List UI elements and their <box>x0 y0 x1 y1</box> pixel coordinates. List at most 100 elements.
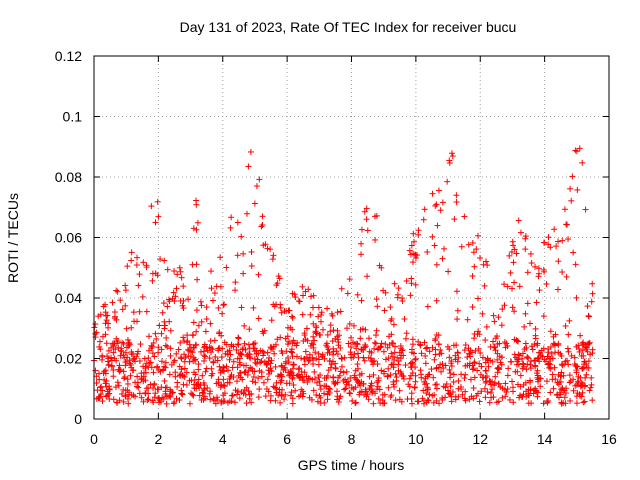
data-point <box>516 352 523 359</box>
data-point <box>281 396 288 403</box>
data-point <box>509 285 516 292</box>
data-point <box>176 396 183 403</box>
data-point <box>390 340 397 347</box>
data-point <box>547 328 554 335</box>
data-point <box>454 316 461 323</box>
data-point <box>265 388 272 395</box>
data-point <box>482 394 489 401</box>
data-point <box>482 337 489 344</box>
data-point <box>405 381 412 388</box>
data-point <box>586 339 593 346</box>
data-point <box>278 309 285 316</box>
data-point <box>207 396 214 403</box>
data-point <box>501 339 508 346</box>
data-point <box>552 331 559 338</box>
data-point <box>235 335 242 342</box>
data-point <box>314 398 321 405</box>
data-point <box>522 246 529 253</box>
data-point <box>388 350 395 357</box>
data-point <box>273 282 280 289</box>
data-point <box>220 364 227 371</box>
data-point <box>499 306 506 313</box>
data-point <box>194 219 201 226</box>
data-point <box>402 335 409 342</box>
data-point <box>559 385 566 392</box>
data-point <box>223 363 230 370</box>
data-point <box>262 393 269 400</box>
data-point <box>382 289 389 296</box>
data-point <box>565 236 572 243</box>
data-point <box>200 396 207 403</box>
data-point <box>264 245 271 252</box>
data-point <box>473 246 480 253</box>
data-point <box>114 288 121 295</box>
data-point <box>502 380 509 387</box>
data-point <box>424 344 431 351</box>
data-point <box>122 282 129 289</box>
data-point <box>282 360 289 367</box>
data-point <box>370 400 377 407</box>
data-point <box>277 371 284 378</box>
data-point <box>522 233 529 240</box>
data-point <box>201 352 208 359</box>
data-point <box>277 304 284 311</box>
data-point <box>365 335 372 342</box>
data-point <box>438 350 445 357</box>
data-point <box>245 367 252 374</box>
data-point <box>572 261 579 268</box>
data-point <box>352 384 359 391</box>
axis-ticks: 0 2 4 6 8 10 12 14 16 0 0.02 0.04 0.06 0.08 0.1 0.12 <box>55 48 617 447</box>
data-point <box>323 382 330 389</box>
data-point <box>308 340 315 347</box>
data-point <box>232 279 239 286</box>
data-point <box>310 292 317 299</box>
data-point <box>241 322 248 329</box>
data-point <box>173 395 180 402</box>
data-point <box>200 390 207 397</box>
data-point <box>476 360 483 367</box>
data-point <box>289 353 296 360</box>
data-point <box>112 384 119 391</box>
data-point <box>289 375 296 382</box>
data-point <box>163 393 170 400</box>
data-point <box>128 249 135 256</box>
data-point <box>133 262 140 269</box>
data-point <box>255 375 262 382</box>
data-point <box>397 342 404 349</box>
data-point <box>221 398 228 405</box>
data-point <box>334 327 341 334</box>
data-point <box>577 393 584 400</box>
data-point <box>527 250 534 257</box>
data-point <box>243 384 250 391</box>
data-point <box>135 348 142 355</box>
data-point <box>257 359 264 366</box>
data-point <box>408 390 415 397</box>
data-point <box>517 229 524 236</box>
data-point <box>580 399 587 406</box>
data-point <box>378 367 385 374</box>
data-point <box>158 346 165 353</box>
data-point <box>514 337 521 344</box>
data-point <box>161 322 168 329</box>
data-point <box>167 388 174 395</box>
data-point <box>563 221 570 228</box>
data-point <box>234 219 241 226</box>
data-point <box>371 339 378 346</box>
data-point <box>131 318 138 325</box>
data-point <box>362 386 369 393</box>
data-point <box>246 395 253 402</box>
data-point <box>358 226 365 233</box>
grid <box>94 56 609 419</box>
data-point <box>394 291 401 298</box>
data-point <box>435 332 442 339</box>
data-point <box>382 341 389 348</box>
data-point <box>167 352 174 359</box>
data-point <box>330 351 337 358</box>
data-point <box>299 283 306 290</box>
data-point <box>579 340 586 347</box>
data-point <box>408 395 415 402</box>
data-point <box>105 320 112 327</box>
data-point <box>431 356 438 363</box>
data-point <box>517 372 524 379</box>
data-point <box>412 378 419 385</box>
